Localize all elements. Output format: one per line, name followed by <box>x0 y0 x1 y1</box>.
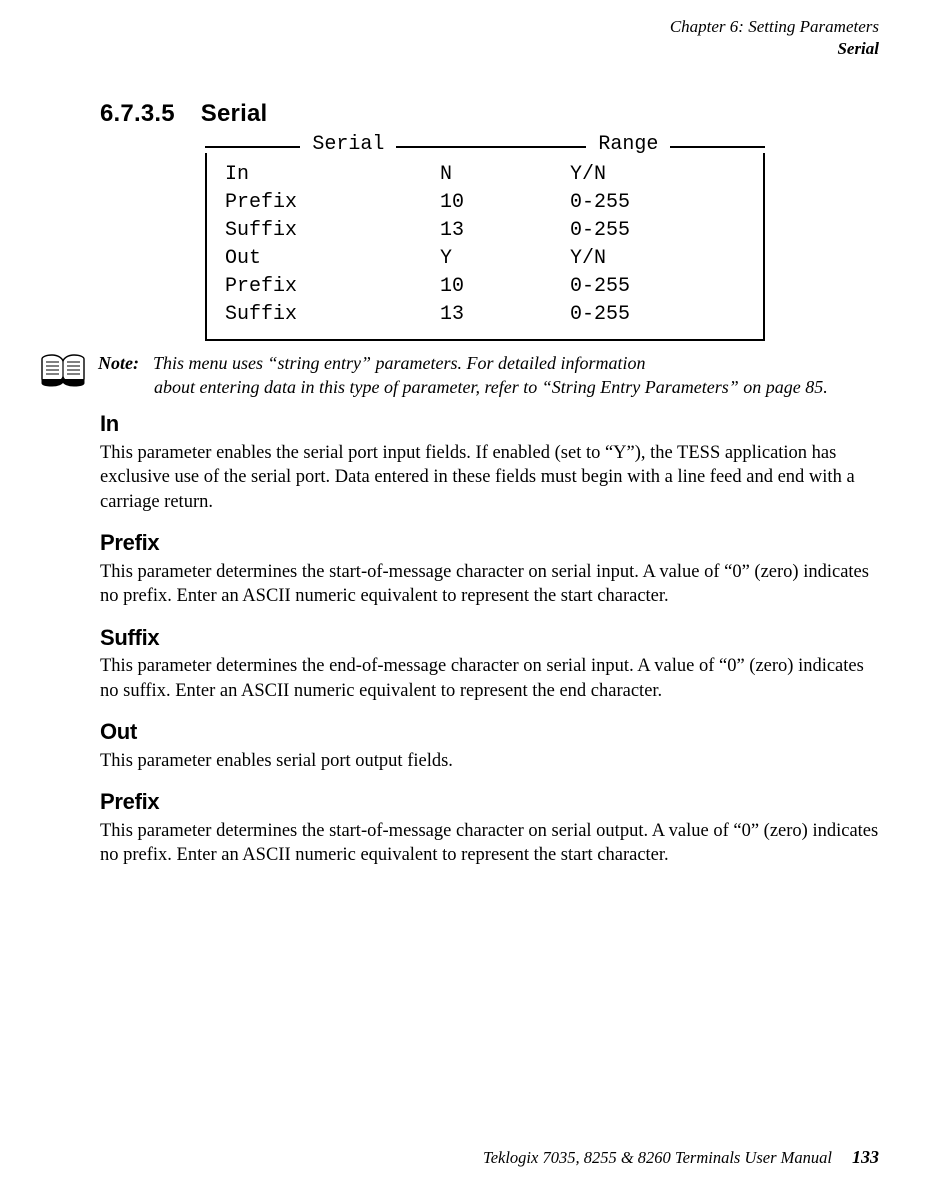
param-range: Y/N <box>570 161 745 189</box>
table-row: OutYY/N <box>225 245 745 273</box>
sections-container: InThis parameter enables the serial port… <box>100 409 879 868</box>
body-paragraph: This parameter enables serial port outpu… <box>100 749 879 773</box>
body-paragraph: This parameter enables the serial port i… <box>100 441 879 514</box>
param-value: N <box>440 161 570 189</box>
note-line2: about entering data in this type of para… <box>154 375 828 399</box>
param-range: 0-255 <box>570 217 745 245</box>
sub-heading: Suffix <box>100 623 879 653</box>
table-row: InNY/N <box>225 161 745 189</box>
table-row: Prefix100-255 <box>225 273 745 301</box>
param-name: Prefix <box>225 273 440 301</box>
param-name: Prefix <box>225 189 440 217</box>
parameter-box: InNY/NPrefix100-255Suffix130-255OutYY/NP… <box>205 153 765 341</box>
param-value: 10 <box>440 273 570 301</box>
legend-right-cell: Range <box>492 139 765 153</box>
footer-page-number: 133 <box>852 1147 879 1167</box>
table-row: Suffix130-255 <box>225 301 745 329</box>
param-range: Y/N <box>570 245 745 273</box>
legend-rule <box>670 146 765 148</box>
legend-right-label: Range <box>594 131 662 158</box>
body-paragraph: This parameter determines the end-of-mes… <box>100 654 879 703</box>
parameter-table: Serial Range InNY/NPrefix100-255Suffix13… <box>205 139 765 341</box>
param-value: 13 <box>440 217 570 245</box>
sub-heading: Out <box>100 717 879 747</box>
param-value: Y <box>440 245 570 273</box>
param-range: 0-255 <box>570 301 745 329</box>
header-section: Serial <box>100 38 879 60</box>
body-paragraph: This parameter determines the start-of-m… <box>100 560 879 609</box>
book-icon <box>40 351 86 400</box>
legend-left-label: Serial <box>308 131 388 158</box>
legend-left-cell: Serial <box>205 139 492 153</box>
param-name: Suffix <box>225 301 440 329</box>
param-range: 0-255 <box>570 273 745 301</box>
header-chapter: Chapter 6: Setting Parameters <box>100 16 879 38</box>
param-value: 10 <box>440 189 570 217</box>
body-paragraph: This parameter determines the start-of-m… <box>100 819 879 868</box>
sub-heading: Prefix <box>100 787 879 817</box>
page-footer: Teklogix 7035, 8255 & 8260 Terminals Use… <box>483 1145 879 1169</box>
legend-rule <box>205 146 300 148</box>
section-heading: 6.7.3.5 Serial <box>100 98 879 130</box>
legend-rule <box>492 146 587 148</box>
note-text: Note: This menu uses “string entry” param… <box>98 351 828 400</box>
page-header: Chapter 6: Setting Parameters Serial <box>100 16 879 60</box>
table-row: Suffix130-255 <box>225 217 745 245</box>
param-name: In <box>225 161 440 189</box>
sub-heading: Prefix <box>100 528 879 558</box>
footer-text: Teklogix 7035, 8255 & 8260 Terminals Use… <box>483 1148 832 1167</box>
note-label: Note: <box>98 353 139 373</box>
table-legend-row: Serial Range <box>205 139 765 153</box>
param-name: Out <box>225 245 440 273</box>
param-value: 13 <box>440 301 570 329</box>
section-title: Serial <box>201 100 268 127</box>
table-row: Prefix100-255 <box>225 189 745 217</box>
sub-heading: In <box>100 409 879 439</box>
note-block: Note: This menu uses “string entry” param… <box>40 351 879 400</box>
section-number: 6.7.3.5 <box>100 100 175 127</box>
param-name: Suffix <box>225 217 440 245</box>
legend-rule <box>396 146 491 148</box>
note-line1: This menu uses “string entry” parameters… <box>153 353 646 373</box>
param-range: 0-255 <box>570 189 745 217</box>
